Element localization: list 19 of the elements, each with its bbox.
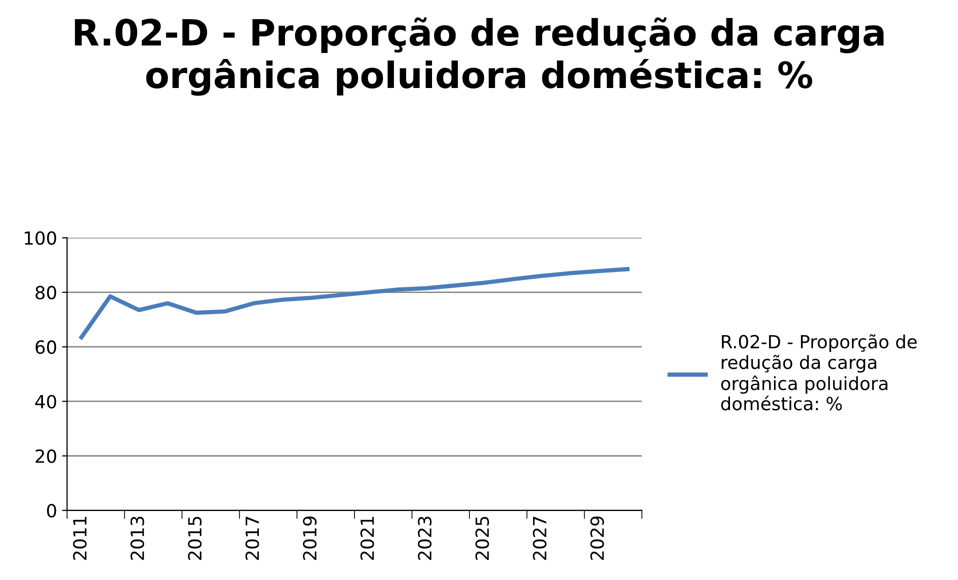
x-tick-label: 2011 <box>73 516 87 560</box>
x-tick-label: 2023 <box>418 516 432 560</box>
x-tick-label: 2017 <box>245 516 260 560</box>
y-tick-label: 100 <box>24 231 56 245</box>
y-tick-label: 20 <box>36 449 56 463</box>
x-tick-label: 2019 <box>302 516 317 560</box>
x-tick-label: 2027 <box>532 516 547 560</box>
chart-title: R.02-D - Proporção de redução da carga orgânica poluidora doméstica: % <box>74 17 884 96</box>
x-tick-label: 2015 <box>188 516 202 560</box>
y-tick-label: 40 <box>35 394 56 408</box>
y-tick-label: 80 <box>36 286 56 300</box>
legend-label: R.02-D - Proporção de redução da carga orgânica poluidora doméstica: % <box>721 334 917 410</box>
x-tick-label: 2021 <box>360 516 374 560</box>
x-tick-label: 2029 <box>590 516 604 560</box>
x-tick-label: 2013 <box>130 516 144 560</box>
line-series <box>79 267 630 340</box>
y-tick-label: 60 <box>36 340 56 354</box>
x-tick-label: 2025 <box>475 516 490 560</box>
y-tick-label: 0 <box>47 504 56 518</box>
